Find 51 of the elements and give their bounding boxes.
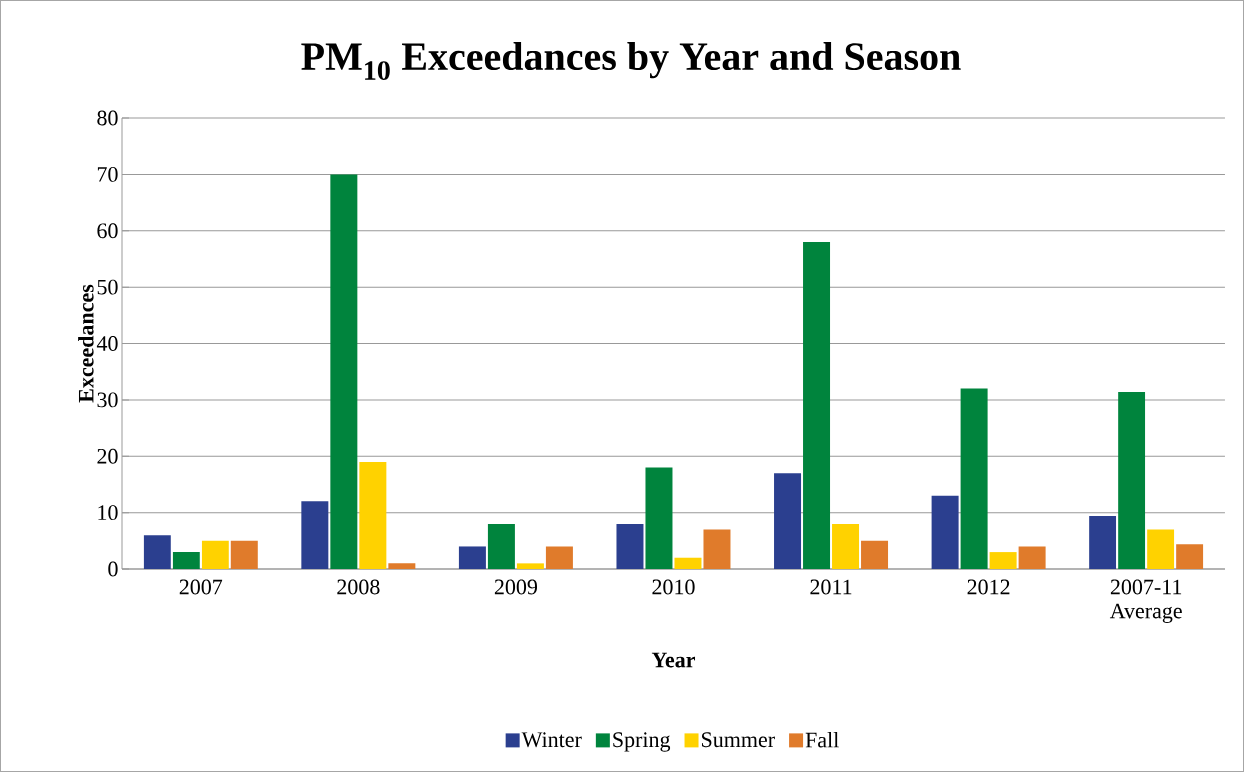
x-tick-label: 2012 [967,579,1010,595]
y-axis-title: Exceedances [78,284,94,403]
y-tick-label: 40 [96,336,118,351]
bar [1147,529,1175,569]
y-tick-label: 80 [97,110,118,126]
x-tick-label: 2007 [179,579,223,595]
bar [330,174,358,569]
chart-title: PM$_{10}$ Exceedances by Year and Season [301,41,961,81]
bar [301,501,329,569]
legend-label: Spring [613,732,671,752]
x-tick-label: 2011 [810,579,852,595]
bar [960,388,988,569]
bar [143,535,171,569]
y-tick-label: 10 [98,505,118,521]
bar [388,563,416,569]
bar [861,540,889,569]
bar [545,546,573,569]
x-tick-label: 2007-11 Average [1109,579,1182,623]
bar [1176,544,1204,569]
bar [1018,546,1046,569]
bar [201,540,229,569]
legend-label: Winter [521,732,582,748]
bar [359,461,387,569]
y-tick-label: 20 [97,448,118,464]
bar [487,523,515,569]
bar [645,467,673,569]
bar [516,563,544,569]
bar [1089,516,1117,569]
x-tick-label: 2010 [652,579,695,595]
y-tick-label: 70 [97,166,118,182]
bar [989,552,1017,569]
bar [616,523,644,569]
bar [931,495,959,569]
bar [674,557,702,569]
x-tick-label: 2009 [494,579,538,595]
legend-label: Summer [702,732,775,748]
bar [803,242,831,569]
x-tick-label: 2008 [337,579,380,595]
bar [832,523,860,569]
y-tick-label: 60 [97,223,118,239]
y-tick-label: 0 [108,561,118,577]
y-tick-label: 30 [97,392,118,408]
bar [172,552,200,569]
bar [230,540,258,569]
y-tick-label: 50 [97,279,118,295]
bar [703,529,731,569]
bar [774,473,802,569]
bar [458,546,486,569]
x-axis-title: Year [651,652,696,668]
legend-label: Fall [805,732,839,748]
bar [1118,391,1146,569]
